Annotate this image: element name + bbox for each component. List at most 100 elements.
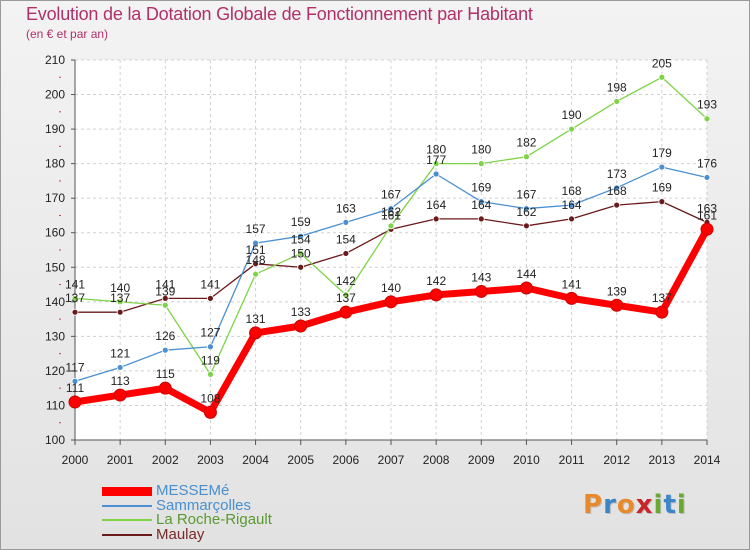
data-point [161, 294, 169, 302]
data-label: 159 [291, 215, 311, 229]
x-tick-label: 2003 [197, 453, 224, 467]
x-tick-label: 2012 [603, 453, 630, 467]
logo-letter: P [583, 490, 604, 520]
data-point [161, 346, 169, 354]
data-point [297, 250, 305, 257]
logo-letter: i [676, 490, 687, 520]
data-point [655, 305, 669, 319]
chart-subtitle: (en € et par an) [26, 27, 109, 41]
data-point [613, 184, 621, 192]
logo-letter: o [616, 490, 636, 520]
data-label: 161 [381, 208, 401, 222]
data-label: 119 [201, 353, 220, 367]
data-point [523, 205, 530, 212]
legend-swatch [102, 519, 152, 522]
data-point [158, 381, 172, 395]
data-label: 142 [336, 274, 356, 288]
data-label: 179 [652, 146, 672, 160]
data-label: 137 [652, 291, 672, 305]
data-label: 137 [65, 291, 85, 305]
data-label: 140 [381, 281, 401, 295]
legend-label: Maulay [156, 525, 205, 543]
data-label: 162 [381, 205, 401, 219]
x-tick-label: 2011 [559, 453, 585, 467]
data-point [203, 405, 217, 419]
data-point [252, 239, 259, 247]
data-label: 141 [200, 277, 220, 291]
data-label: 151 [246, 243, 266, 257]
data-point [477, 215, 485, 223]
data-point [116, 364, 124, 371]
data-point [387, 205, 395, 212]
data-point [565, 291, 579, 305]
y-tick-label: 140 [45, 295, 65, 309]
data-label: 154 [336, 232, 356, 246]
legend-label: Sammarçolles [156, 496, 252, 514]
data-label: 126 [155, 329, 175, 343]
data-point [703, 115, 711, 123]
data-point [432, 215, 440, 223]
data-label: 177 [426, 153, 446, 167]
logo-letter: x [635, 490, 654, 520]
legend-label: MESSEMé [156, 482, 230, 500]
data-point [568, 215, 575, 223]
proxiti-logo: Proxiti [583, 490, 687, 520]
x-tick-label: 2004 [242, 453, 269, 467]
x-tick-label: 2001 [107, 453, 134, 467]
data-point [568, 125, 575, 133]
data-label: 117 [65, 360, 84, 374]
data-label: 182 [516, 136, 536, 150]
data-point [71, 294, 79, 302]
data-label: 108 [200, 391, 220, 405]
legend: MESSEMé Sammarçolles La Roche-Rigault Maula… [102, 482, 272, 543]
data-label: 167 [381, 188, 401, 202]
y-tick-label: 100 [45, 433, 65, 447]
legend-item: MESSEMé [102, 482, 272, 500]
data-point [68, 395, 82, 409]
logo-letter: t [663, 490, 677, 520]
data-label: 168 [607, 184, 627, 198]
data-label: 111 [66, 381, 85, 395]
data-label: 173 [607, 167, 627, 181]
data-point [71, 308, 79, 316]
data-label: 127 [200, 326, 220, 340]
data-point [342, 291, 350, 299]
data-point [700, 222, 714, 236]
data-label: 113 [111, 374, 130, 388]
data-label: 141 [65, 277, 85, 291]
data-point [703, 174, 711, 181]
data-label: 164 [426, 198, 446, 212]
data-point [658, 163, 666, 171]
x-tick-label: 2008 [423, 453, 450, 467]
data-point [116, 298, 124, 306]
data-label: 141 [155, 277, 175, 291]
data-point [658, 198, 666, 206]
data-point [113, 388, 127, 402]
legend-item: La Roche-Rigault [102, 512, 272, 528]
data-label: 140 [110, 281, 130, 295]
data-point [568, 201, 575, 209]
data-label: 205 [652, 56, 672, 70]
data-point [387, 222, 395, 230]
data-label: 139 [155, 284, 175, 298]
x-tick-label: 2014 [694, 453, 721, 467]
legend-swatch [102, 504, 152, 507]
data-point [384, 295, 398, 309]
data-label: 121 [110, 346, 130, 360]
data-point [252, 270, 259, 278]
logo-letter: i [653, 490, 664, 520]
data-label: 164 [471, 198, 491, 212]
x-tick-label: 2005 [287, 453, 314, 467]
data-point [523, 153, 530, 161]
data-label: 169 [471, 181, 491, 195]
data-label: 154 [291, 232, 311, 246]
data-point [249, 326, 263, 340]
x-tick-label: 2002 [152, 453, 179, 467]
data-point [207, 294, 214, 302]
data-point [297, 263, 305, 271]
data-label: 144 [516, 267, 536, 281]
legend-item: Sammarçolles [102, 496, 272, 514]
y-tick-label: 110 [46, 398, 65, 412]
data-point [474, 284, 488, 298]
data-label: 162 [516, 205, 536, 219]
